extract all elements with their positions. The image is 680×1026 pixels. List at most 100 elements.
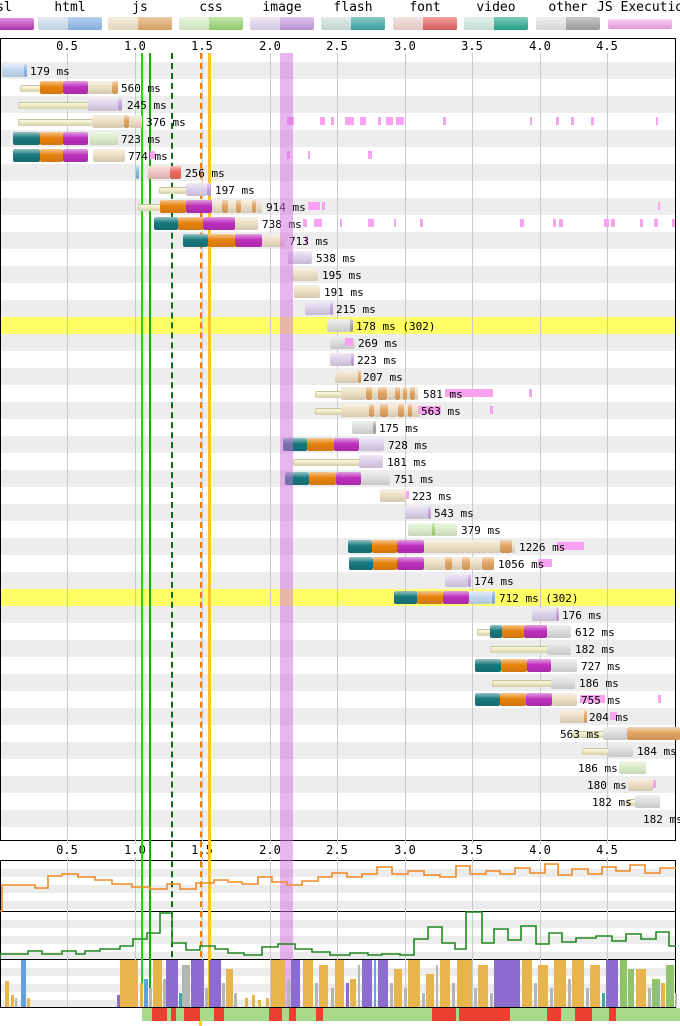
request-row-stripe[interactable] bbox=[1, 266, 675, 283]
request-bar-segment-js_l[interactable] bbox=[88, 81, 112, 94]
request-row-stripe[interactable] bbox=[1, 62, 675, 79]
request-bar-segment-js_l[interactable] bbox=[235, 217, 258, 230]
request-bar-segment-js_l[interactable] bbox=[628, 778, 653, 791]
request-time-label[interactable]: 223 ms bbox=[357, 354, 397, 367]
request-time-label[interactable]: 1226 ms bbox=[519, 541, 566, 554]
request-row-stripe[interactable] bbox=[1, 96, 675, 113]
request-bar-segment-js_l[interactable] bbox=[335, 370, 358, 383]
request-time-label[interactable]: 245 ms bbox=[127, 99, 167, 112]
request-bar-segment-js_d[interactable] bbox=[445, 557, 452, 570]
request-bar-segment-ssl[interactable] bbox=[524, 625, 547, 638]
request-row-stripe[interactable] bbox=[1, 793, 675, 810]
request-time-label[interactable]: 182 ms bbox=[592, 796, 632, 809]
request-time-label[interactable]: 563 ms bbox=[421, 405, 461, 418]
request-bar-segment-conn[interactable] bbox=[372, 540, 397, 553]
request-bar-segment-js_l[interactable] bbox=[452, 557, 462, 570]
request-bar-segment-img_d[interactable] bbox=[207, 183, 211, 196]
request-bar-segment-js_d[interactable] bbox=[252, 200, 256, 213]
request-time-label[interactable]: 184 ms bbox=[637, 745, 677, 758]
request-bar-segment-html_d[interactable] bbox=[24, 64, 27, 77]
request-bar-segment-other_l[interactable] bbox=[603, 727, 627, 740]
request-row-stripe[interactable] bbox=[1, 606, 675, 623]
request-row-stripe[interactable] bbox=[1, 419, 675, 436]
request-row-stripe[interactable] bbox=[1, 300, 675, 317]
request-bar-segment-img_l[interactable] bbox=[532, 608, 556, 621]
request-bar-segment-img_l[interactable] bbox=[330, 353, 351, 366]
request-bar-segment-other_l[interactable] bbox=[547, 642, 571, 655]
request-time-label[interactable]: 379 ms bbox=[461, 524, 501, 537]
request-bar-segment-ssl[interactable] bbox=[397, 557, 424, 570]
request-bar-segment-cream[interactable] bbox=[18, 102, 90, 109]
request-bar-segment-dns[interactable] bbox=[394, 591, 417, 604]
request-bar-segment-js_l[interactable] bbox=[412, 404, 420, 417]
request-bar-segment-css_l[interactable] bbox=[408, 523, 432, 536]
request-bar-segment-js_d[interactable] bbox=[222, 200, 228, 213]
request-bar-segment-js_l[interactable] bbox=[404, 404, 408, 417]
request-bar-segment-dns[interactable] bbox=[13, 132, 40, 145]
request-row-stripe[interactable] bbox=[1, 232, 675, 249]
request-bar-segment-img_l[interactable] bbox=[359, 455, 383, 468]
request-bar-segment-js_l[interactable] bbox=[388, 404, 398, 417]
request-bar-segment-other_l[interactable] bbox=[635, 795, 660, 808]
request-bar-segment-js_l[interactable] bbox=[93, 149, 125, 162]
request-bar-segment-img_l[interactable] bbox=[186, 183, 207, 196]
request-bar-segment-js_d[interactable] bbox=[398, 404, 404, 417]
request-bar-segment-img_d[interactable] bbox=[351, 353, 354, 366]
request-bar-segment-js_d[interactable] bbox=[482, 557, 494, 570]
request-bar-segment-js_l[interactable] bbox=[228, 200, 236, 213]
request-bar-segment-img_l[interactable] bbox=[405, 506, 428, 519]
request-time-label[interactable]: 182 ms bbox=[643, 813, 680, 826]
request-row-stripe[interactable] bbox=[1, 521, 675, 538]
request-row-stripe[interactable] bbox=[1, 504, 675, 521]
request-bar-segment-js_l[interactable] bbox=[341, 387, 366, 400]
request-time-label[interactable]: 223 ms bbox=[412, 490, 452, 503]
request-bar-segment-ssl[interactable] bbox=[63, 81, 88, 94]
request-bar-segment-conn[interactable] bbox=[502, 625, 524, 638]
request-bar-segment-js_d[interactable] bbox=[410, 387, 415, 400]
request-bar-segment-js_d[interactable] bbox=[124, 115, 129, 128]
request-time-label[interactable]: 1056 ms bbox=[498, 558, 545, 571]
request-bar-segment-conn[interactable] bbox=[40, 81, 63, 94]
request-row-stripe[interactable] bbox=[1, 283, 675, 300]
request-bar-segment-conn[interactable] bbox=[208, 234, 235, 247]
request-time-label[interactable]: 774 ms bbox=[128, 150, 168, 163]
request-row-stripe[interactable] bbox=[1, 725, 675, 742]
request-bar-segment-html_l[interactable] bbox=[2, 64, 24, 77]
request-bar-segment-js_d[interactable] bbox=[358, 370, 361, 383]
request-bar-segment-js_l[interactable] bbox=[424, 557, 445, 570]
request-row-stripe[interactable] bbox=[1, 708, 675, 725]
request-bar-segment-dns[interactable] bbox=[490, 625, 502, 638]
request-bar-segment-conn[interactable] bbox=[160, 200, 186, 213]
request-bar-segment-img_d[interactable] bbox=[118, 98, 122, 111]
request-bar-segment-conn[interactable] bbox=[417, 591, 443, 604]
request-time-label[interactable]: 204 ms bbox=[589, 711, 629, 724]
request-bar-segment-js_l[interactable] bbox=[380, 489, 406, 502]
request-bar-segment-js_l[interactable] bbox=[424, 540, 500, 553]
request-time-label[interactable]: 181 ms bbox=[387, 456, 427, 469]
request-bar-segment-other_l[interactable] bbox=[361, 472, 390, 485]
request-bar-segment-cream[interactable] bbox=[582, 748, 610, 755]
request-row-highlight[interactable] bbox=[1, 589, 675, 606]
request-bar-segment-img_l[interactable] bbox=[445, 574, 468, 587]
request-bar-segment-img_l[interactable] bbox=[305, 302, 330, 315]
request-bar-segment-cream[interactable] bbox=[490, 646, 549, 653]
request-bar-segment-js_l[interactable] bbox=[256, 200, 262, 213]
request-bar-segment-img_d[interactable] bbox=[468, 574, 471, 587]
request-time-label[interactable]: 186 ms bbox=[578, 762, 618, 775]
request-bar-segment-other_l[interactable] bbox=[327, 319, 350, 332]
request-bar-segment-js_l[interactable] bbox=[292, 268, 318, 281]
request-bar-segment-ssl[interactable] bbox=[527, 659, 551, 672]
request-bar-segment-js_l[interactable] bbox=[512, 540, 515, 553]
request-bar-segment-js_l[interactable] bbox=[129, 115, 142, 128]
request-bar-segment-img_d[interactable] bbox=[556, 608, 559, 621]
request-time-label[interactable]: 728 ms bbox=[388, 439, 428, 452]
request-bar-segment-dns[interactable] bbox=[349, 557, 373, 570]
request-time-label[interactable]: 182 ms bbox=[575, 643, 615, 656]
request-bar-segment-js_d[interactable] bbox=[500, 540, 512, 553]
request-bar-segment-ssl[interactable] bbox=[334, 438, 359, 451]
request-bar-segment-conn[interactable] bbox=[40, 132, 63, 145]
request-bar-segment-js_l[interactable] bbox=[560, 710, 584, 723]
request-bar-segment-img_l[interactable] bbox=[88, 98, 118, 111]
request-bar-segment-dns[interactable] bbox=[154, 217, 178, 230]
request-bar-segment-ssl[interactable] bbox=[526, 693, 552, 706]
